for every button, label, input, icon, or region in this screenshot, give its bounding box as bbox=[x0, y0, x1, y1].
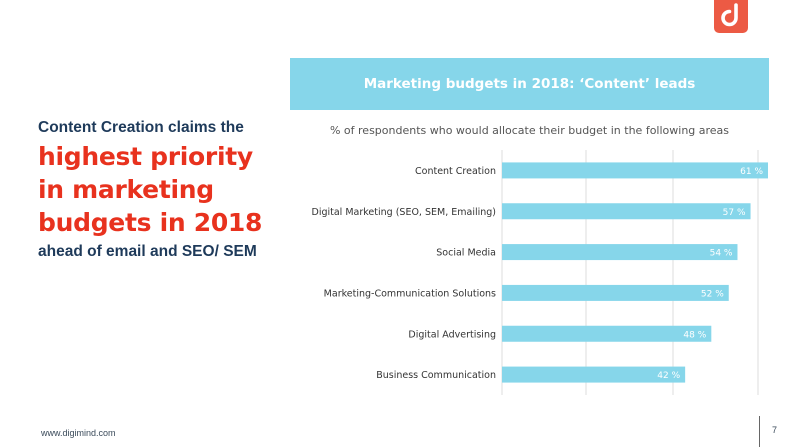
category-label: Marketing-Communication Solutions bbox=[324, 288, 496, 299]
category-label: Digital Advertising bbox=[408, 329, 496, 340]
category-label: Digital Marketing (SEO, SEM, Emailing) bbox=[312, 207, 496, 218]
data-label: 54 % bbox=[710, 249, 733, 259]
bar bbox=[502, 366, 686, 383]
footer-divider bbox=[759, 416, 760, 447]
bar bbox=[502, 162, 768, 179]
chart-title: Marketing budgets in 2018: ‘Content’ lea… bbox=[363, 76, 696, 92]
headline-outro: ahead of email and SEO/ SEM bbox=[38, 243, 257, 260]
chart-header: Marketing budgets in 2018: ‘Content’ lea… bbox=[290, 58, 769, 110]
digimind-logo-icon bbox=[714, 0, 748, 33]
data-label: 57 % bbox=[723, 208, 746, 218]
footer-url[interactable]: www.digimind.com bbox=[41, 428, 116, 438]
bar bbox=[502, 203, 751, 220]
category-label: Social Media bbox=[436, 248, 496, 259]
data-label: 42 % bbox=[657, 371, 680, 381]
data-label: 52 % bbox=[701, 289, 724, 299]
headline-block: Content Creation claims the highest prio… bbox=[38, 117, 278, 262]
bar bbox=[502, 284, 729, 301]
page-number: 7 bbox=[772, 425, 778, 435]
category-label: Content Creation bbox=[415, 166, 496, 177]
data-label: 48 % bbox=[683, 330, 706, 340]
bar bbox=[502, 244, 738, 261]
category-label: Business Communication bbox=[376, 370, 496, 381]
bar bbox=[502, 325, 712, 342]
headline-highlight: highest priority in marketing budgets in… bbox=[38, 142, 263, 237]
chart-subtitle: % of respondents who would allocate thei… bbox=[329, 124, 730, 137]
data-label: 61 % bbox=[740, 167, 763, 177]
headline-intro: Content Creation claims the bbox=[38, 119, 244, 136]
